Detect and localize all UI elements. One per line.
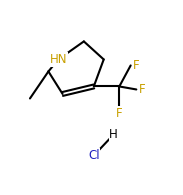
Text: H: H [109,128,118,141]
Text: F: F [116,107,123,120]
Text: F: F [133,59,140,72]
Text: F: F [139,83,145,96]
Text: Cl: Cl [88,149,100,162]
Text: HN: HN [50,53,67,66]
